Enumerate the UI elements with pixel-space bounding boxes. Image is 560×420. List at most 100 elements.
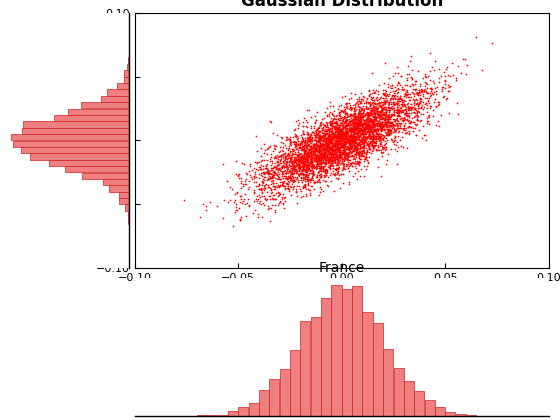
Point [359,121,368,128]
Point [324,138,333,145]
Point [340,148,349,155]
Point [375,110,384,117]
Point [369,109,378,116]
Point [334,137,343,144]
Point [303,150,312,156]
Point [312,153,321,160]
Point [381,146,390,152]
Point [328,148,337,155]
Point [347,144,356,151]
Point [409,119,418,126]
Point [375,130,384,136]
Point [245,184,254,191]
Point [294,154,303,160]
Point [329,139,338,146]
Point [236,178,245,184]
Point [333,148,342,155]
Point [332,126,340,133]
Point [350,144,359,150]
Point [262,168,271,174]
Point [310,157,319,164]
Point [323,144,332,150]
Point [387,103,396,110]
Point [407,53,416,60]
Point [321,170,330,177]
Point [246,172,255,178]
Point [357,127,366,134]
Point [424,121,433,127]
Point [360,128,369,134]
Point [370,139,379,145]
Point [344,152,353,159]
Point [368,116,377,123]
Point [314,142,323,149]
Point [337,159,346,166]
Point [390,101,399,108]
Point [357,147,366,154]
Point [316,152,325,159]
Point [301,158,310,165]
Point [382,123,391,130]
Point [368,120,377,126]
Point [328,130,337,137]
Point [354,148,363,155]
Point [272,158,281,164]
Point [316,134,325,140]
Point [328,151,337,158]
Point [342,160,351,167]
Point [366,107,375,114]
Point [354,133,363,139]
Point [377,118,386,125]
Point [274,189,283,195]
Point [303,134,312,140]
Point [356,127,365,134]
Point [349,150,358,157]
Point [279,161,288,168]
Point [362,121,371,128]
Point [316,155,325,162]
Point [386,129,395,136]
Point [385,116,394,122]
Point [343,156,352,163]
Point [431,121,440,128]
Point [300,158,309,165]
Point [292,168,301,175]
Point [366,116,375,123]
Point [349,122,358,129]
Point [282,181,291,187]
Point [342,150,351,157]
Point [360,138,368,144]
Point [325,146,334,152]
Point [308,167,317,173]
Point [335,143,344,150]
Point [357,119,366,126]
Point [332,153,340,160]
Point [342,119,351,126]
Point [370,113,379,119]
Point [338,138,347,145]
Point [375,121,384,128]
Point [381,98,390,105]
Point [437,85,446,92]
Point [421,80,430,87]
Point [373,96,382,103]
Point [360,136,369,142]
Point [324,157,333,163]
Point [364,149,373,156]
Point [327,147,336,154]
Point [287,169,296,176]
Point [301,142,310,149]
Point [375,133,384,140]
Point [311,131,320,138]
Point [297,152,306,159]
Point [340,139,349,146]
Point [314,165,323,171]
Point [292,188,301,195]
Point [355,120,364,126]
Point [361,124,370,131]
Point [413,113,422,119]
Point [258,173,267,179]
Point [302,160,311,167]
Point [309,132,318,139]
Point [376,107,385,113]
